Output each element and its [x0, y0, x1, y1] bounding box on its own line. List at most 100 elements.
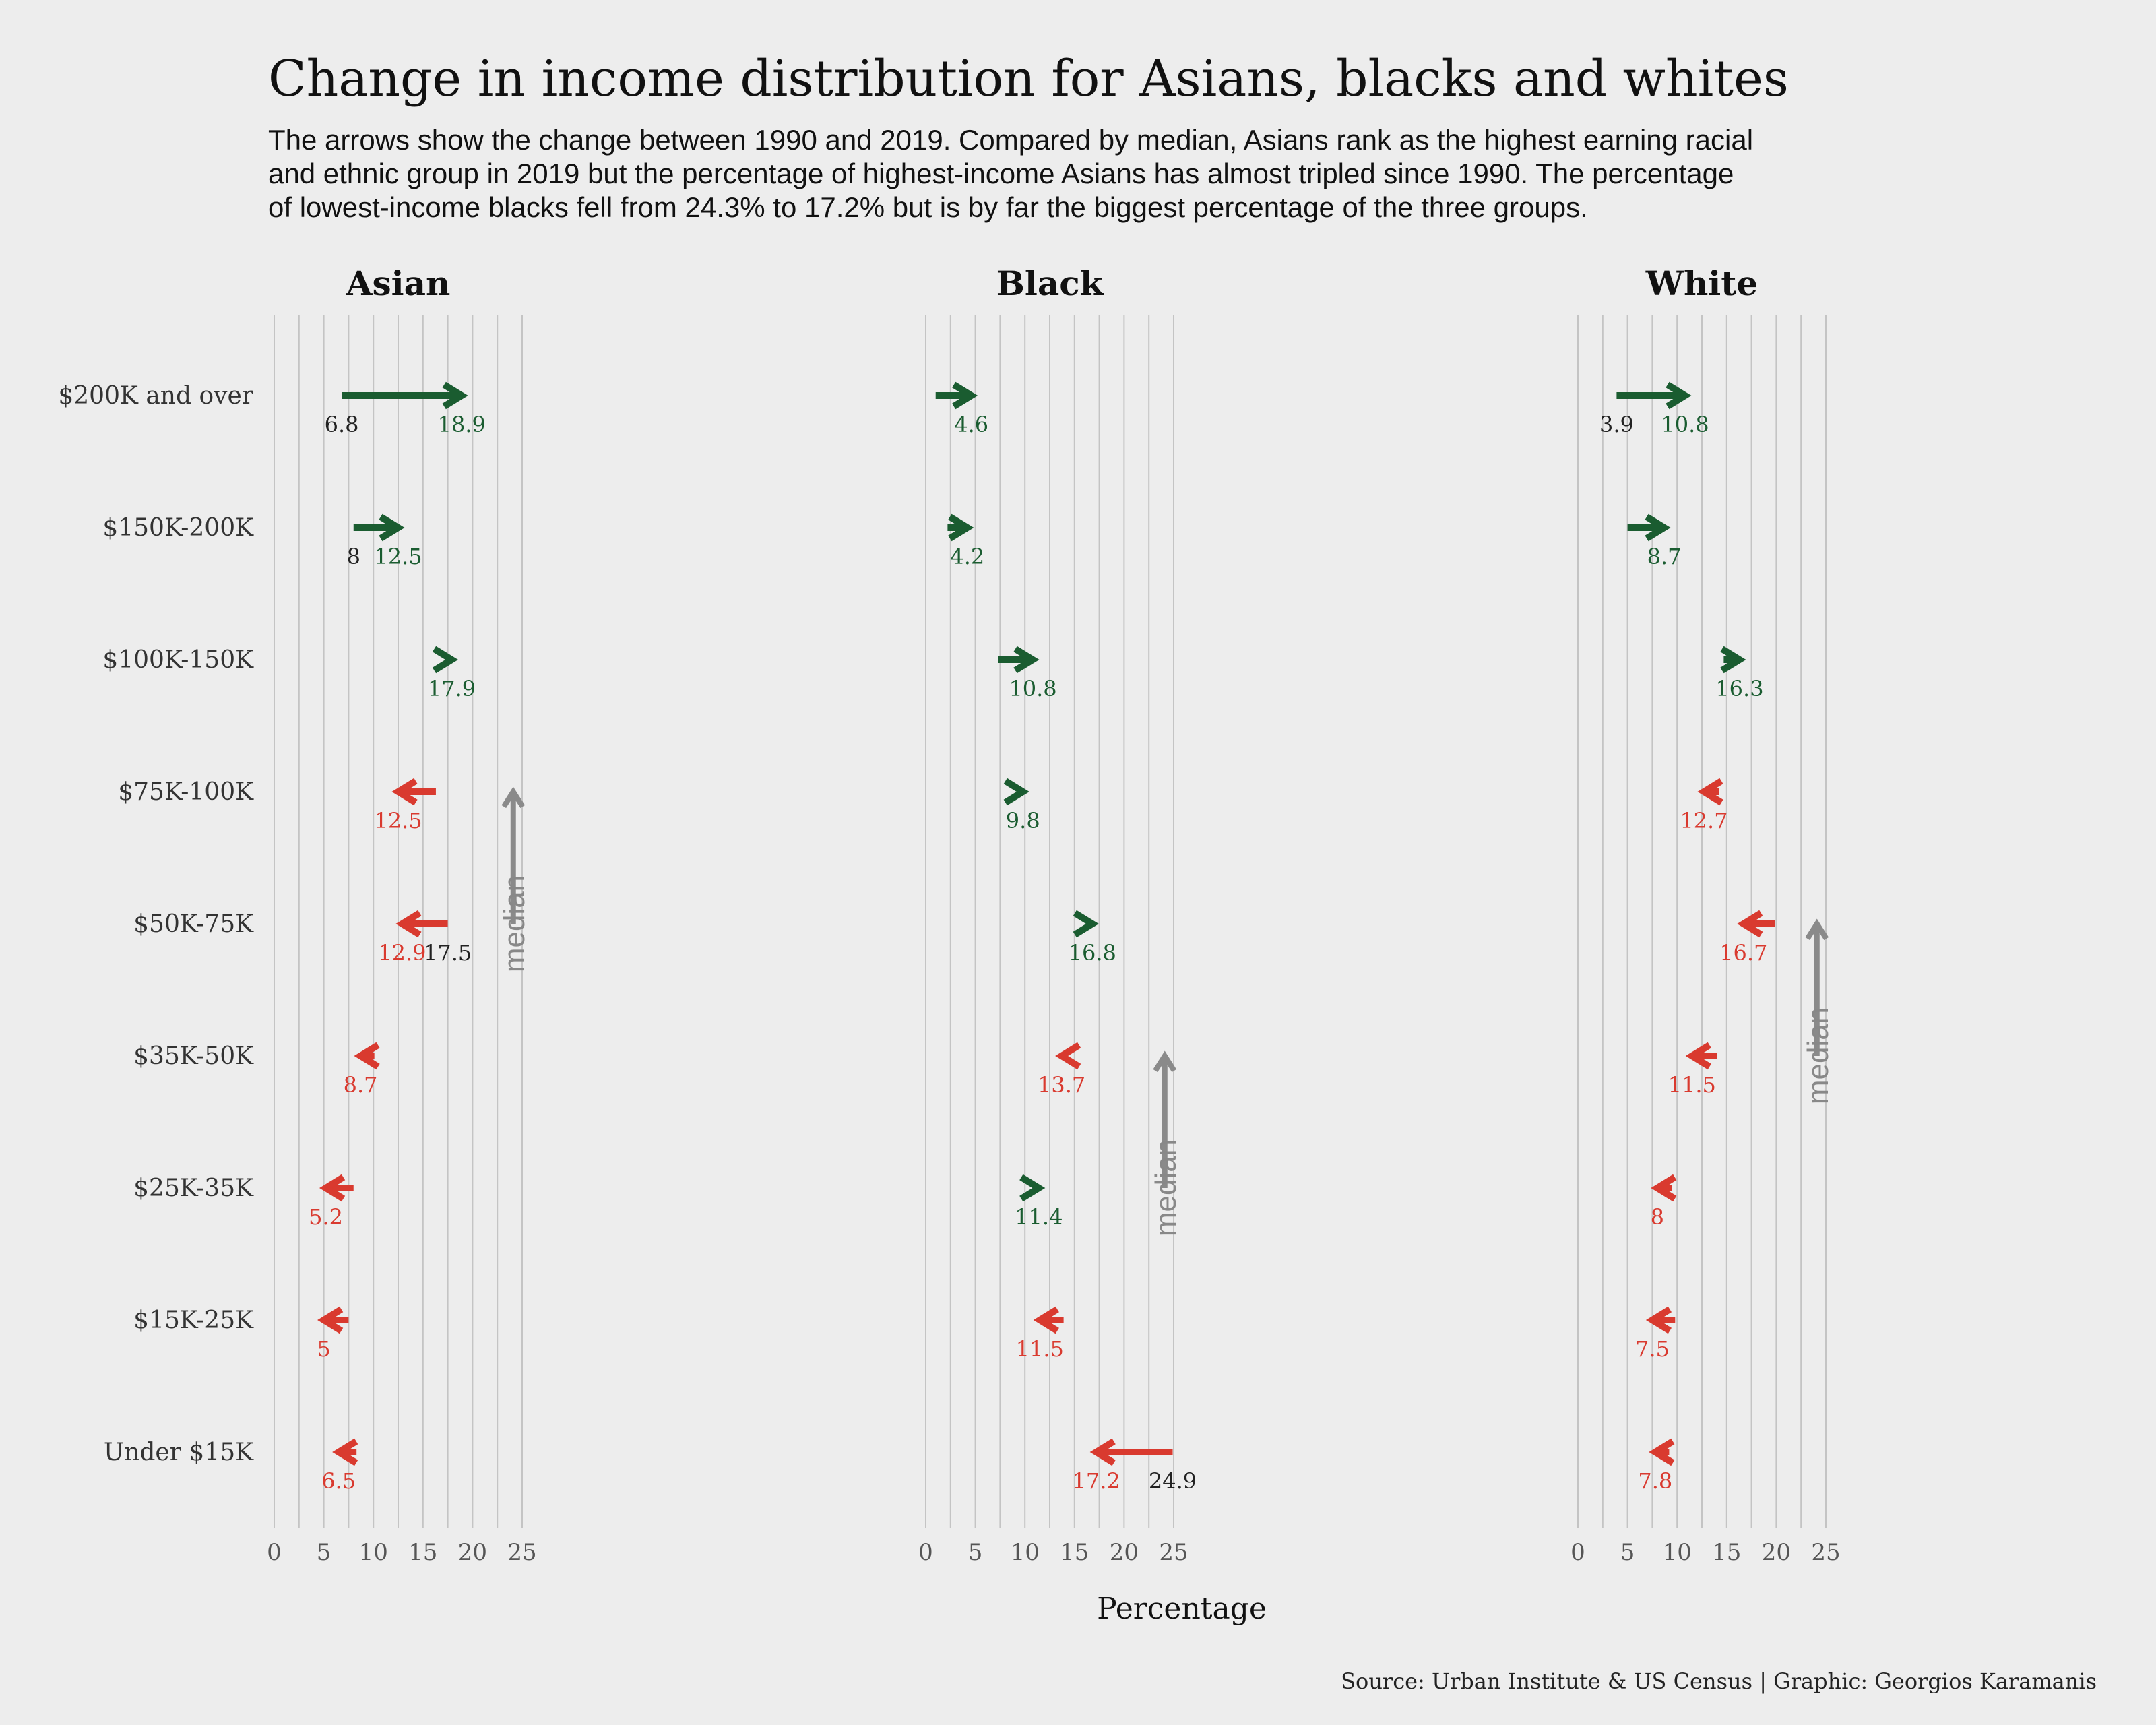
arrow-head	[952, 381, 978, 410]
value-label-white-end: 10.8	[1661, 412, 1709, 437]
value-label-black-end: 16.8	[1069, 940, 1116, 966]
chart-subtitle-line-3: of lowest-income blacks fell from 24.3% …	[268, 191, 1588, 223]
median-label-asian: median	[498, 875, 531, 972]
tick-label-black-10: 10	[1011, 1539, 1040, 1566]
value-label-white-end: 16.7	[1719, 940, 1767, 966]
value-label-asian-end: 6.5	[321, 1468, 356, 1494]
median-head	[501, 786, 526, 809]
arrow-white-200k-and-over	[1616, 381, 1692, 410]
arrow-head	[1645, 513, 1671, 542]
tick-label-black-15: 15	[1060, 1539, 1089, 1566]
arrows	[317, 381, 1775, 1466]
x-axis-title: Percentage	[1097, 1592, 1267, 1626]
arrow-asian-25k-35k	[319, 1174, 354, 1202]
tick-label-asian-15: 15	[408, 1539, 437, 1566]
arrow-asian-200k-and-over	[342, 381, 468, 410]
arrow-head	[1013, 646, 1040, 674]
panel-title-asian: Asian	[346, 263, 451, 303]
arrow-head	[1645, 1306, 1672, 1334]
median-arrow-white	[1805, 918, 1829, 1056]
value-label-asian-end: 18.9	[438, 412, 486, 437]
value-label-asian-start: 6.8	[325, 412, 359, 437]
arrow-head	[1019, 1174, 1046, 1202]
source-caption: Source: Urban Institute & US Census | Gr…	[1341, 1668, 2097, 1694]
value-label-black-end: 4.6	[954, 412, 988, 437]
median-label-black: median	[1149, 1139, 1182, 1236]
arrow-white-100k-150k	[1720, 646, 1746, 674]
arrow-asian-under-15k	[332, 1438, 358, 1466]
arrow-white-under-15k	[1649, 1438, 1675, 1466]
value-label-white-end: 16.3	[1715, 676, 1763, 701]
panel-titles: Asian Black White	[346, 263, 1758, 303]
category-label-200k-and-over: $200K and over	[58, 382, 253, 410]
category-label-50k-75k: $50K-75K	[133, 910, 254, 938]
arrow-asian-75k-100k	[391, 778, 436, 806]
value-label-white-end: 8.7	[1647, 544, 1682, 569]
tick-label-white-10: 10	[1663, 1539, 1692, 1566]
arrow-black-50k-75k	[1073, 910, 1099, 938]
tick-label-asian-0: 0	[267, 1539, 282, 1566]
value-label-white-end: 11.5	[1668, 1072, 1716, 1098]
value-label-white-end: 7.8	[1638, 1468, 1672, 1494]
value-label-asian-end: 17.9	[428, 676, 476, 701]
arrow-asian-35k-50k	[354, 1042, 380, 1070]
median-arrow-asian	[501, 786, 526, 924]
arrow-black-100k-150k	[998, 646, 1040, 674]
tick-label-black-5: 5	[968, 1539, 983, 1566]
arrow-white-35k-50k	[1685, 1042, 1717, 1070]
median-head	[1153, 1050, 1177, 1073]
category-label-75k-100k: $75K-100K	[118, 778, 254, 806]
tick-label-black-0: 0	[918, 1539, 933, 1566]
arrow-white-25k-35k	[1651, 1174, 1677, 1202]
tick-label-white-15: 15	[1712, 1539, 1741, 1566]
value-labels: 18.9 6.8 12.5 8 17.9 12.5 12.917.5 8.7 5.2 5 6.5 4.…	[309, 412, 1767, 1494]
value-label-white-start: 3.9	[1599, 412, 1634, 437]
arrow-black-35k-50k	[1055, 1042, 1081, 1070]
arrow-head	[1073, 910, 1099, 938]
value-label-black-end: 11.5	[1016, 1336, 1064, 1362]
arrow-head	[1720, 646, 1746, 674]
arrow-head	[391, 778, 418, 806]
category-labels: $200K and over $150K-200K $100K-150K $75K-1…	[58, 382, 254, 1466]
tick-label-asian-20: 20	[458, 1539, 487, 1566]
arrow-head	[948, 513, 974, 542]
median-markers: median median median	[498, 786, 1835, 1236]
arrow-head	[1685, 1042, 1711, 1070]
arrow-head	[1666, 381, 1692, 410]
value-label-black-end: 13.7	[1038, 1072, 1085, 1098]
value-label-asian-start: 17.5	[424, 940, 472, 966]
value-label-black-end: 9.8	[1006, 808, 1040, 834]
grid-lines	[274, 315, 1827, 1528]
arrow-head	[1055, 1042, 1081, 1070]
chart-title: Change in income distribution for Asians…	[268, 50, 1789, 108]
arrow-head	[317, 1306, 344, 1334]
value-label-white-end: 12.7	[1680, 808, 1727, 834]
arrow-black-75k-100k	[1003, 778, 1029, 806]
tick-label-black-20: 20	[1110, 1539, 1139, 1566]
value-label-white-end: 8	[1651, 1204, 1664, 1230]
value-label-white-end: 7.5	[1635, 1336, 1670, 1362]
arrow-asian-15k-25k	[317, 1306, 349, 1334]
arrow-asian-50k-75k	[395, 910, 448, 938]
tick-label-asian-25: 25	[507, 1539, 536, 1566]
arrow-black-25k-35k	[1019, 1174, 1046, 1202]
value-label-asian-end: 12.5	[374, 808, 422, 834]
category-label-100k-150k: $100K-150K	[102, 646, 254, 674]
arrow-head	[1651, 1174, 1677, 1202]
panel-title-white: White	[1645, 263, 1758, 303]
category-label-15k-25k: $15K-25K	[133, 1307, 254, 1334]
chart-subtitle-line-1: The arrows show the change between 1990 …	[268, 124, 1753, 156]
x-tick-labels: 0 5 10 15 20 25 0 5 10 15 20 25 0 5 10 15 20 25	[267, 1539, 1840, 1566]
category-label-25k-35k: $25K-35K	[133, 1174, 254, 1202]
value-label-asian-end: 8.7	[344, 1072, 378, 1098]
value-label-asian-start: 8	[347, 544, 360, 569]
arrow-black-15k-25k	[1033, 1306, 1064, 1334]
category-label-under-15k: Under $15K	[104, 1439, 254, 1466]
arrow-black-200k-and-over	[935, 381, 978, 410]
arrow-head	[379, 513, 405, 542]
value-label-asian-end: 12.5	[374, 544, 422, 569]
category-label-150k-200k: $150K-200K	[102, 514, 254, 542]
arrow-head	[395, 910, 422, 938]
